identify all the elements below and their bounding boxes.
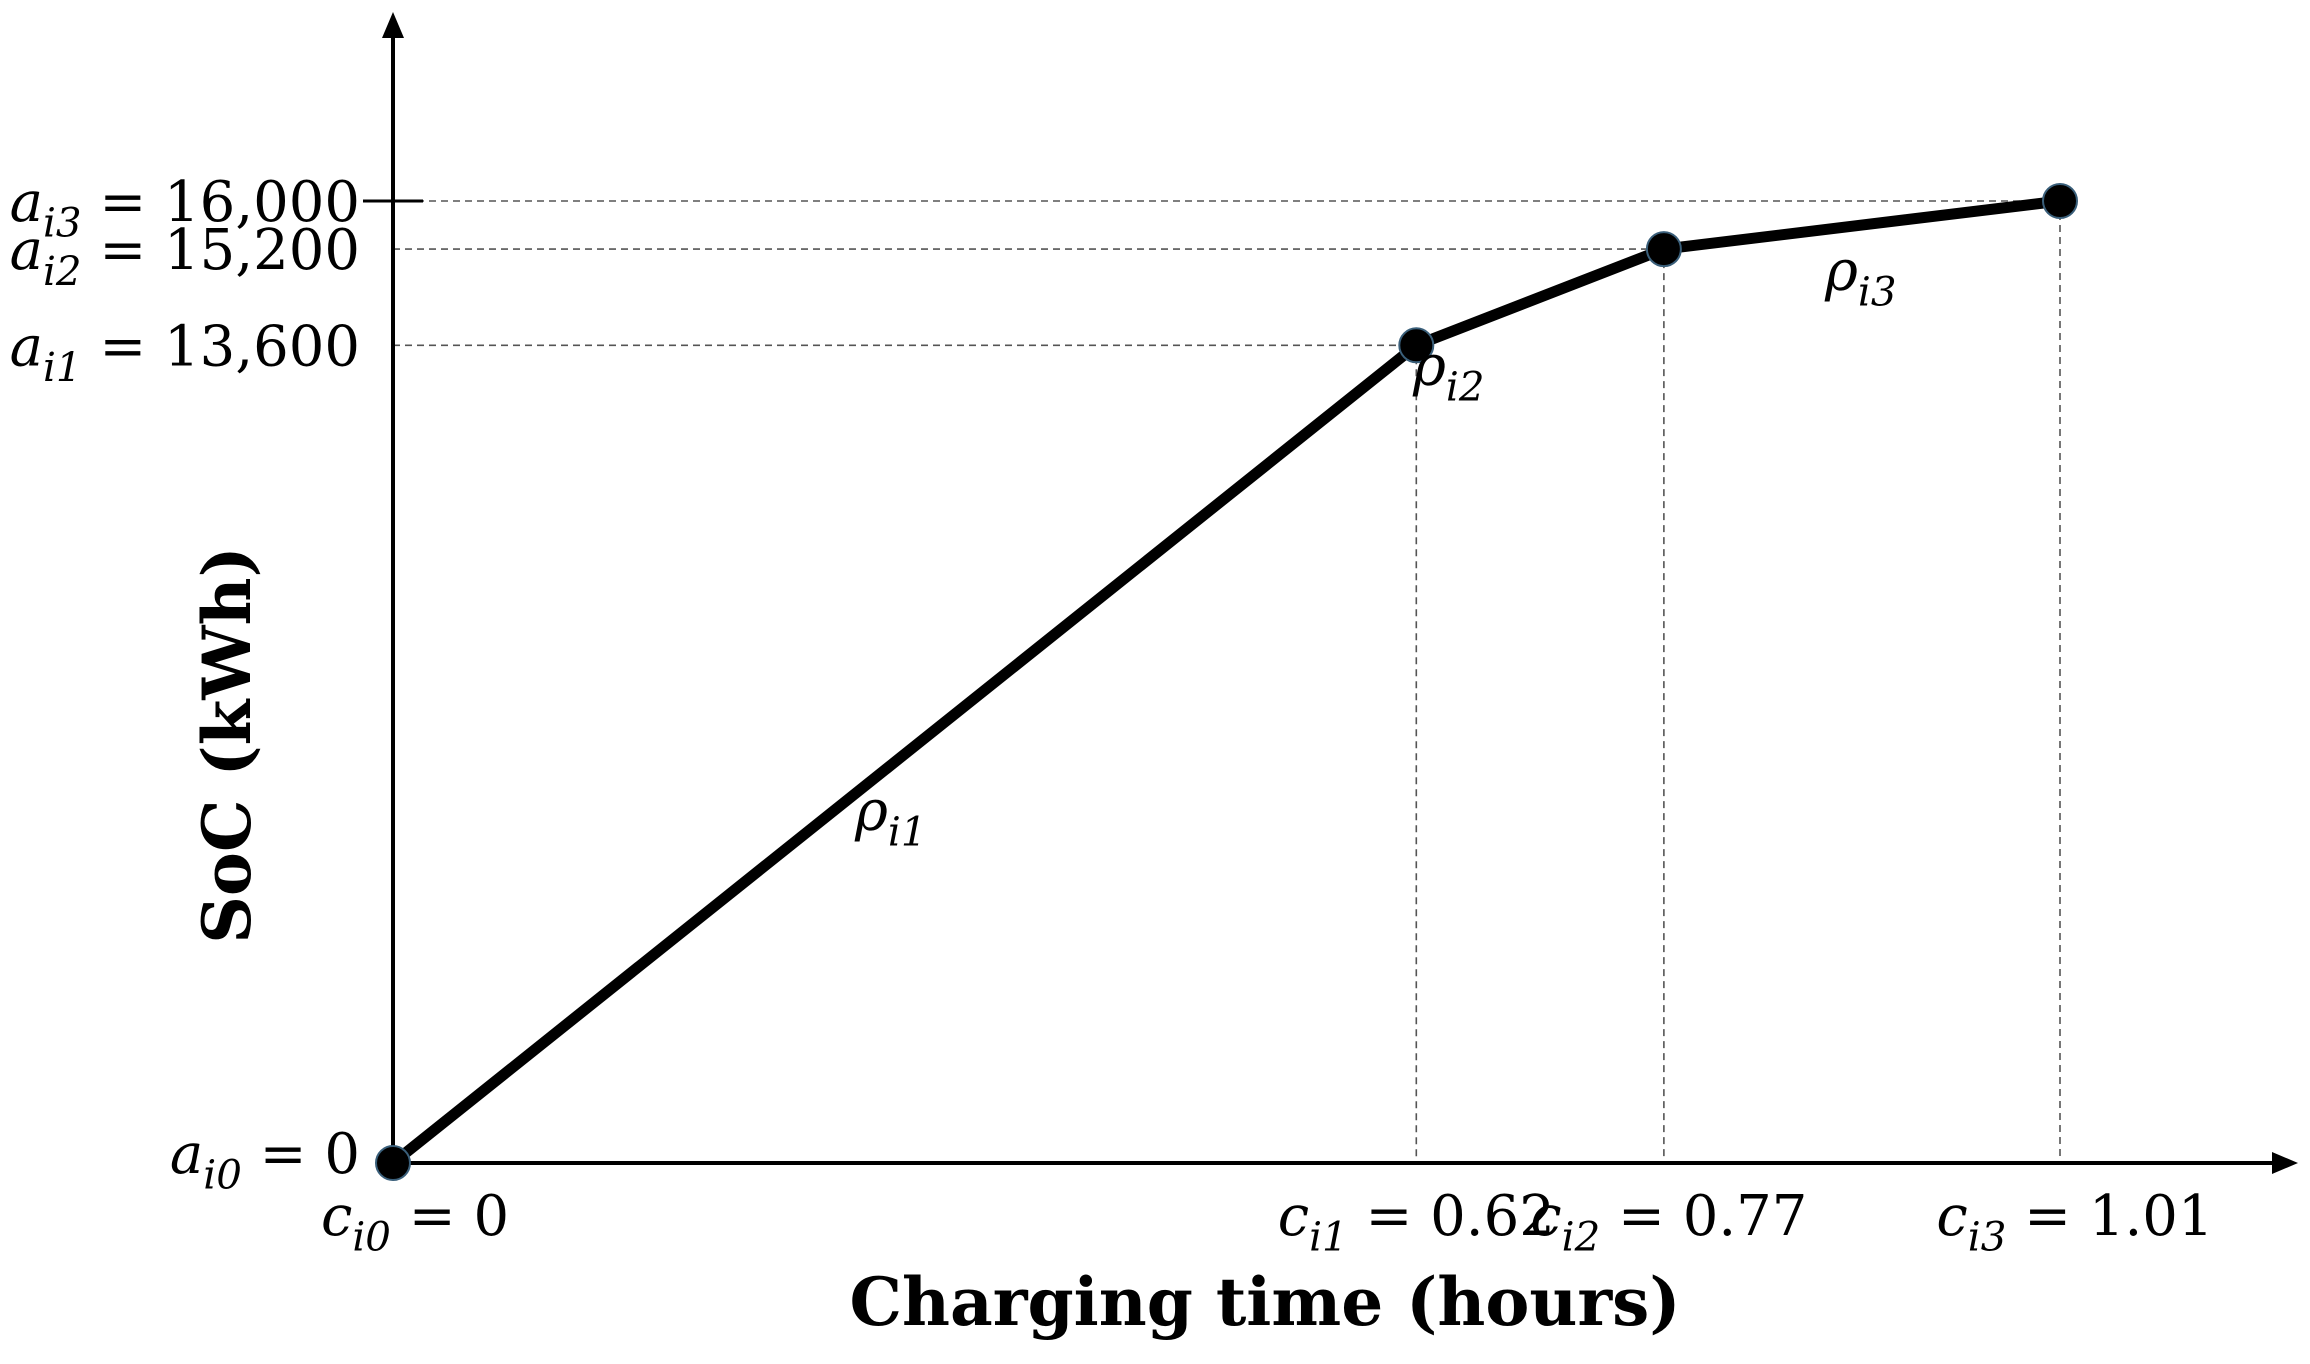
x-tick-label-2: ci2 = 0.77 <box>1530 1184 1807 1261</box>
x-tick-label-0: ci0 = 0 <box>321 1184 509 1261</box>
x-axis-label: Charging time (hours) <box>849 1263 1680 1341</box>
x-tick-label-3: ci3 = 1.01 <box>1936 1184 2213 1261</box>
data-point-2 <box>1645 231 1682 268</box>
data-points <box>375 183 2078 1181</box>
segment-label-1: ρi1 <box>854 779 926 856</box>
data-point-3 <box>2042 183 2078 219</box>
y-tick-label-1: ai1 = 13,600 <box>10 314 360 391</box>
data-point-0 <box>375 1145 411 1181</box>
guide-lines <box>393 200 2061 1163</box>
y-axis-arrow <box>382 12 404 38</box>
data-point-1 <box>1398 327 1435 364</box>
y-tick-label-0: ai0 = 0 <box>170 1122 360 1199</box>
y-tick-label-2: ai2 = 15,200 <box>10 218 360 295</box>
series-line <box>387 195 2066 1169</box>
y-tick-label-3: ai3 = 16,000 <box>10 170 360 247</box>
segment-label-3: ρi3 <box>1824 239 1896 316</box>
x-tick-label-1: ci1 = 0.62 <box>1278 1184 1555 1261</box>
series <box>387 195 2066 1169</box>
segment-labels: ρi1 ρi2 ρi3 <box>854 239 1896 856</box>
segment-label-2: ρi2 <box>1412 334 1484 411</box>
x-axis-arrow <box>2272 1152 2298 1174</box>
axes <box>382 12 2298 1174</box>
y-axis-label: SoC (kWh) <box>188 546 266 943</box>
